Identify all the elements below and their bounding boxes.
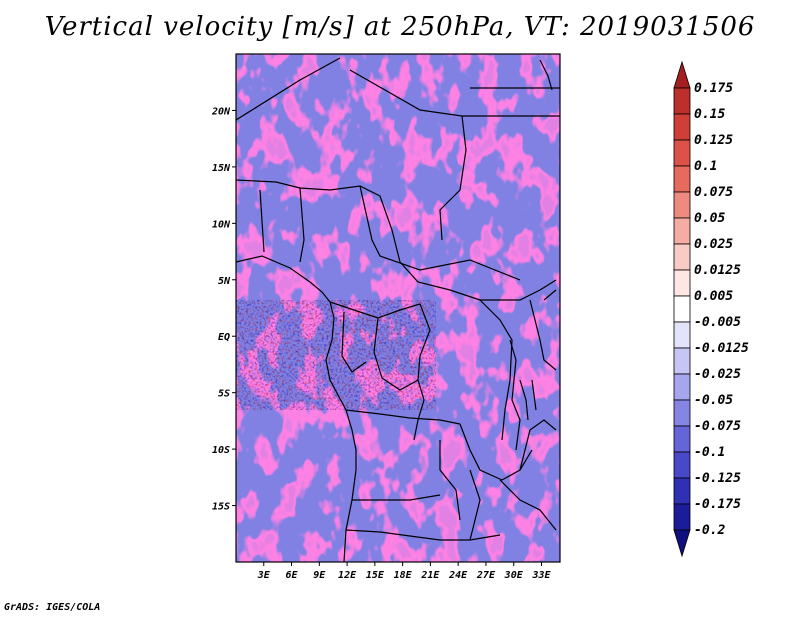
lat-tick-label: 15S [212, 502, 230, 513]
colorbar-label: -0.05 [694, 393, 733, 408]
lat-tick-label: 15N [212, 163, 231, 174]
plot-frame [235, 53, 561, 563]
velocity-field [236, 54, 560, 562]
lon-tick-label: 3E [257, 570, 271, 581]
colorbar-label: -0.025 [694, 367, 741, 382]
colorbar-segment [673, 243, 691, 271]
lat-tick-label: 10S [212, 445, 230, 456]
colorbar-segment [673, 477, 691, 505]
colorbar-segment [673, 399, 691, 427]
colorbar-segment [673, 373, 691, 401]
lon-tick-label: 27E [476, 570, 496, 581]
lon-tick-label: 18E [394, 570, 413, 581]
colorbar-label: 0.005 [694, 289, 733, 304]
colorbar-segment [673, 269, 691, 297]
colorbar-label: 0.15 [694, 107, 725, 122]
coastlines-and-borders [236, 57, 560, 562]
colorbar-segment [673, 503, 691, 531]
colorbar-label: -0.175 [694, 497, 741, 512]
colorbar-label: -0.0125 [694, 341, 749, 356]
colorbar-segment [673, 425, 691, 453]
lon-tick-label: 21E [420, 570, 440, 581]
lon-tick-label: 30E [504, 570, 524, 581]
colorbar-segment [673, 347, 691, 375]
colorbar-segment [673, 87, 691, 115]
chart-title: Vertical velocity [m/s] at 250hPa, VT: 2… [44, 12, 756, 42]
latitude-axis: 20N 15N 10N 5N EQ 5S 10S 15S [211, 106, 236, 513]
lat-tick-label: 5N [218, 276, 231, 287]
colorbar-label: 0.1 [694, 159, 717, 174]
colorbar-label: -0.125 [694, 471, 741, 486]
grads-credit: GrADS: IGES/COLA [4, 602, 101, 613]
colorbar-label: 0.05 [694, 211, 725, 226]
colorbar-label: 0.175 [694, 81, 733, 96]
colorbar-segment [673, 451, 691, 479]
colorbar-label: -0.2 [694, 523, 725, 538]
colorbar-bottom-triangle [673, 529, 691, 558]
colorbar-label: -0.1 [694, 445, 725, 460]
lon-tick-label: 15E [366, 570, 385, 581]
lat-tick-label: EQ [218, 332, 230, 343]
colorbar-label: -0.005 [694, 315, 741, 330]
colorbar-top-triangle [673, 60, 691, 89]
lon-tick-label: 33E [531, 570, 551, 581]
colorbar-segment [673, 165, 691, 193]
colorbar-segment [673, 295, 691, 323]
lon-tick-label: 24E [448, 570, 468, 581]
colorbar: 0.175 0.15 0.125 0.1 0.075 0.05 0.025 0.0125 0.0… [673, 60, 749, 558]
colorbar-label: 0.025 [694, 237, 733, 252]
lon-tick-label: 9E [313, 570, 326, 581]
colorbar-label: 0.0125 [694, 263, 741, 278]
colorbar-label: 0.125 [694, 133, 733, 148]
colorbar-label: -0.075 [694, 419, 741, 434]
lon-tick-label: 6E [286, 570, 299, 581]
longitude-axis: 3E 6E 9E 12E 15E 18E 21E 24E 27E 30E 33E [257, 562, 551, 581]
lon-tick-label: 12E [338, 570, 357, 581]
lat-tick-label: 10N [212, 219, 231, 230]
colorbar-segment [673, 191, 691, 219]
colorbar-segment [673, 139, 691, 167]
colorbar-segment [673, 321, 691, 349]
lat-tick-label: 20N [211, 106, 231, 117]
lat-tick-label: 5S [218, 389, 230, 400]
colorbar-segment [673, 113, 691, 141]
colorbar-label: 0.075 [694, 185, 733, 200]
colorbar-segment [673, 217, 691, 245]
